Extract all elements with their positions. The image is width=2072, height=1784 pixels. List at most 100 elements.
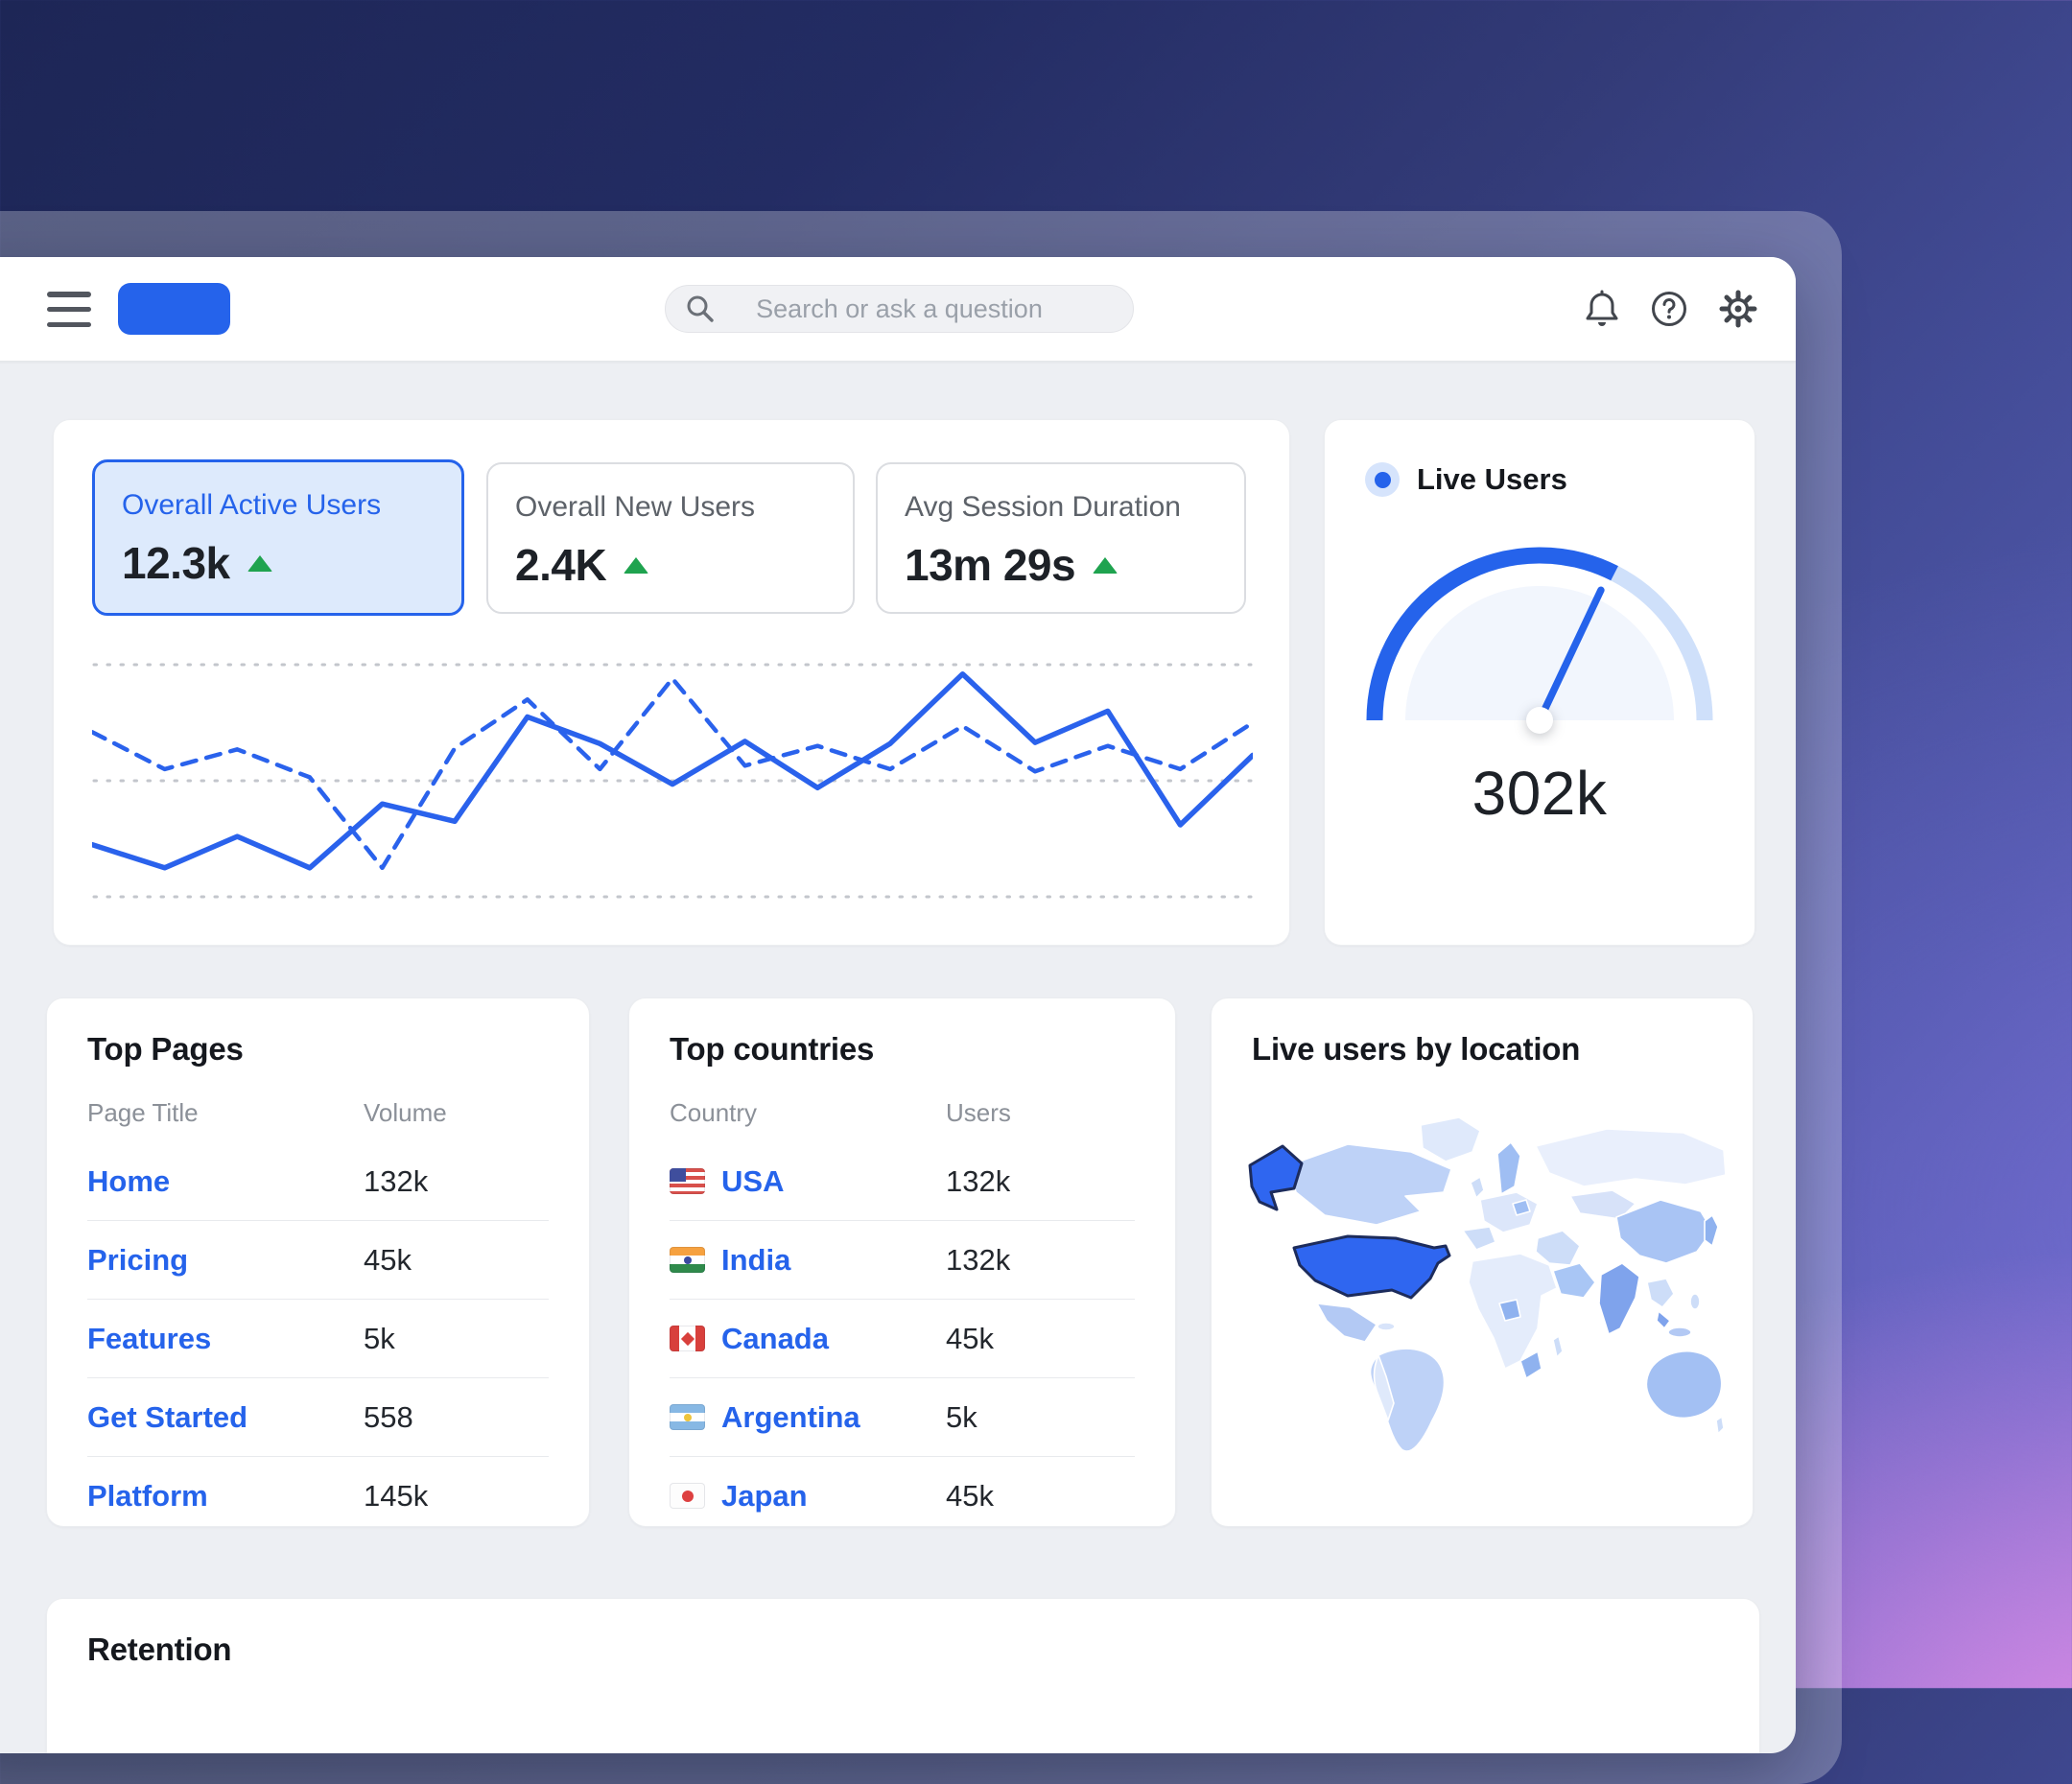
table-row: Home 132k [87, 1142, 549, 1221]
map-title: Live users by location [1252, 1031, 1581, 1067]
country-link-india[interactable]: India [670, 1243, 790, 1278]
row-value: 45k [364, 1242, 412, 1277]
trend-line-chart [92, 663, 1253, 899]
map-indonesia [1667, 1326, 1692, 1338]
metric-value: 12.3k [122, 538, 230, 588]
country-link-argentina[interactable]: Argentina [670, 1400, 860, 1435]
map-alaska-highlight [1248, 1144, 1304, 1211]
in-flag-icon [670, 1247, 705, 1273]
app-window: Overall Active Users 12.3k Overall New U… [0, 257, 1796, 1753]
table-row: Features 5k [87, 1300, 549, 1378]
map-australia [1645, 1350, 1723, 1420]
gear-icon [1719, 290, 1757, 328]
page-link-pricing[interactable]: Pricing [87, 1242, 189, 1277]
metric-avg-session-duration[interactable]: Avg Session Duration 13m 29s [876, 462, 1246, 614]
trend-up-icon [247, 554, 272, 572]
trend-up-icon [1093, 556, 1118, 574]
map-mexico [1316, 1303, 1377, 1343]
top-countries-columns: Country Users [670, 1098, 1135, 1131]
map-uk [1470, 1176, 1485, 1199]
country-link-usa[interactable]: USA [670, 1164, 784, 1199]
live-users-value: 302k [1472, 759, 1608, 828]
bell-icon [1586, 290, 1618, 326]
metric-value: 13m 29s [905, 540, 1076, 590]
chart-series-dashed [92, 676, 1253, 871]
search-icon [687, 295, 714, 322]
table-row: USA 132k [670, 1142, 1135, 1221]
map-se-asia [1646, 1278, 1675, 1308]
top-countries-rows: USA 132k India 132k Canada 45k Argentina 5k Japa… [670, 1142, 1135, 1535]
page: { "header": { "search_placeholder": "Sea… [0, 0, 2072, 1688]
live-users-legend: Live Users [1365, 462, 1567, 497]
map-malaysia [1656, 1310, 1671, 1329]
table-row: Platform 145k [87, 1457, 549, 1535]
table-row: Japan 45k [670, 1457, 1135, 1535]
metric-overall-active-users[interactable]: Overall Active Users 12.3k [92, 459, 464, 616]
live-users-label: Live Users [1417, 462, 1567, 496]
map-usa-highlight [1292, 1234, 1451, 1300]
notifications-button[interactable] [1579, 286, 1625, 332]
column-volume: Volume [364, 1098, 447, 1127]
page-link-get-started[interactable]: Get Started [87, 1399, 248, 1434]
gauge-needle [1536, 586, 1605, 724]
metric-label: Avg Session Duration [905, 491, 1181, 523]
overview-card: Overall Active Users 12.3k Overall New U… [53, 419, 1290, 946]
map-japan [1704, 1214, 1719, 1247]
row-value: 132k [946, 1163, 1011, 1198]
country-link-canada[interactable]: Canada [670, 1322, 829, 1356]
ca-flag-icon [670, 1326, 705, 1351]
table-row: Get Started 558 [87, 1378, 549, 1457]
settings-button[interactable] [1715, 286, 1761, 332]
map-iberia [1462, 1226, 1496, 1251]
map-poland [1512, 1199, 1531, 1216]
gauge-inner-wash [1405, 586, 1674, 720]
page-link-platform[interactable]: Platform [87, 1478, 208, 1513]
page-link-features[interactable]: Features [87, 1321, 212, 1355]
menu-button[interactable] [47, 292, 91, 327]
map-south-africa [1519, 1350, 1542, 1379]
row-value: 132k [946, 1242, 1011, 1277]
search-bar[interactable] [665, 285, 1134, 333]
table-row: Pricing 45k [87, 1221, 549, 1300]
map-india [1598, 1262, 1640, 1335]
top-countries-title: Top countries [670, 1031, 875, 1067]
table-row: India 132k [670, 1221, 1135, 1300]
top-pages-columns: Page Title Volume [87, 1098, 549, 1131]
gauge-fill [1366, 547, 1618, 721]
gauge-hub [1526, 707, 1553, 734]
map-madagascar [1552, 1335, 1564, 1358]
map-central-asia [1569, 1189, 1636, 1220]
metric-label: Overall Active Users [122, 489, 382, 521]
search-input[interactable] [718, 285, 1133, 333]
top-pages-card: Top Pages Page Title Volume Home 132k Pric… [46, 998, 590, 1527]
chart-gridlines [92, 663, 1253, 899]
brand-logo[interactable] [118, 283, 230, 335]
column-country: Country [670, 1098, 758, 1127]
map-philippines [1689, 1293, 1701, 1310]
help-button[interactable] [1646, 286, 1692, 332]
map-caribbean [1377, 1322, 1396, 1331]
map-south-america-west [1373, 1354, 1395, 1421]
top-pages-rows: Home 132k Pricing 45k Features 5k Get Started 5… [87, 1142, 549, 1535]
live-users-by-location-card: Live users by location [1211, 998, 1754, 1527]
retention-title: Retention [87, 1631, 232, 1667]
row-value: 45k [946, 1478, 994, 1513]
country-link-japan[interactable]: Japan [670, 1479, 808, 1514]
row-value: 5k [364, 1321, 395, 1355]
row-value: 132k [364, 1163, 429, 1198]
map-canada [1287, 1143, 1452, 1226]
live-users-card: Live Users 302k [1324, 419, 1755, 946]
map-middle-east [1535, 1230, 1581, 1266]
world-map [1248, 1116, 1727, 1452]
column-users: Users [946, 1098, 1011, 1127]
page-link-home[interactable]: Home [87, 1163, 171, 1198]
help-icon [1652, 292, 1686, 326]
column-page-title: Page Title [87, 1098, 199, 1127]
us-flag-icon [670, 1168, 705, 1194]
hamburger-icon [47, 292, 91, 297]
table-row: Argentina 5k [670, 1378, 1135, 1457]
metric-overall-new-users[interactable]: Overall New Users 2.4K [486, 462, 855, 614]
row-value: 45k [946, 1321, 994, 1355]
map-russia [1535, 1128, 1727, 1187]
map-new-zealand [1715, 1416, 1725, 1435]
